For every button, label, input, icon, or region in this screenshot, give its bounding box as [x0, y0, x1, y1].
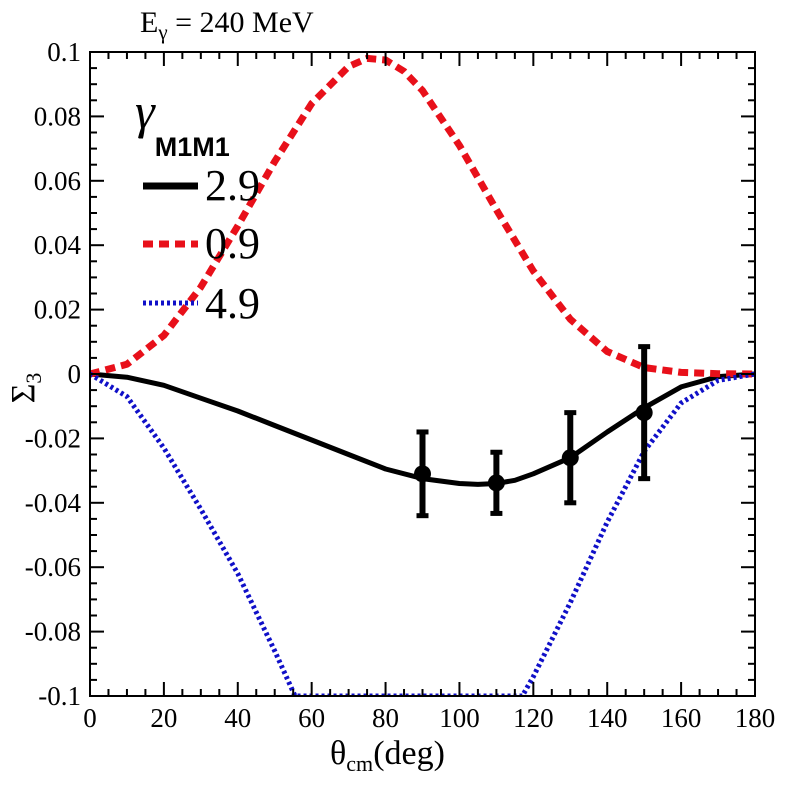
y-tick-label: 0.08 [34, 101, 81, 131]
y-tick-label: -0.08 [25, 617, 81, 647]
y-tick-label: 0 [68, 359, 82, 389]
x-tick-label: 160 [661, 703, 702, 733]
x-tick-label: 180 [735, 703, 776, 733]
chart-title: Eγ = 240 MeV [140, 6, 314, 44]
legend-entry-3: 4.9 [205, 279, 260, 328]
y-axis-label-main: Σ [5, 384, 42, 404]
x-axis-label: θcm(deg) [330, 735, 445, 776]
x-tick-label: 40 [224, 703, 251, 733]
plot-frame [89, 51, 756, 697]
data-point-2 [487, 449, 505, 516]
y-axis-label-group: Σ3 [5, 373, 46, 404]
x-tick-label: 120 [513, 703, 554, 733]
series-line-3 [90, 371, 755, 696]
y-axis-label: Σ3 [5, 373, 46, 404]
data-marker [487, 474, 505, 492]
y-tick-label: 0.02 [34, 295, 81, 325]
data-marker [635, 404, 653, 422]
x-tick-label: 140 [587, 703, 628, 733]
data-point-1 [414, 429, 431, 519]
data-marker [561, 449, 579, 467]
x-axis-label-sub: cm [346, 751, 373, 776]
chart-title-main: E [140, 6, 158, 39]
data-point-4 [635, 344, 653, 482]
y-tick-label: -0.06 [25, 552, 81, 582]
y-tick-label: -0.04 [25, 488, 82, 518]
x-tick-label: 0 [83, 703, 97, 733]
legend-entry-1: 2.9 [205, 161, 260, 210]
legend-title-symbol: γ [135, 83, 156, 139]
series-line-1 [90, 371, 755, 487]
chart-title-sub: γ [157, 20, 167, 44]
data-marker [414, 465, 431, 483]
y-axis-label-sub: 3 [21, 373, 46, 384]
y-tick-label: -0.02 [25, 423, 81, 453]
y-tick-label: -0.1 [38, 681, 81, 711]
x-axis-label-main: θ [330, 735, 346, 772]
x-axis-label-rest: (deg) [373, 735, 445, 772]
data-point-3 [561, 410, 579, 506]
data-points-layer [414, 344, 653, 519]
chart-title-rest: = 240 MeV [168, 6, 314, 39]
axis-tick-labels: 0 20 40 60 80 100 120 140 160 180 -0.1 -0.08 -0.06 -0… [25, 37, 776, 733]
x-tick-label: 60 [298, 703, 325, 733]
axis-ticks [89, 51, 756, 697]
y-tick-label: 0.06 [34, 166, 81, 196]
y-tick-label: 0.1 [47, 37, 81, 67]
series-layer [90, 54, 755, 696]
legend-title-sub: M1M1 [155, 132, 230, 162]
series-line-2 [90, 54, 755, 378]
legend: γM1M1 2.9 0.9 4.9 [135, 83, 260, 328]
y-tick-label: 0.04 [34, 230, 82, 260]
x-tick-label: 100 [439, 703, 480, 733]
x-tick-label: 80 [372, 703, 399, 733]
x-tick-label: 20 [150, 703, 177, 733]
legend-title: γM1M1 [135, 83, 230, 162]
legend-entry-2: 0.9 [205, 219, 260, 268]
